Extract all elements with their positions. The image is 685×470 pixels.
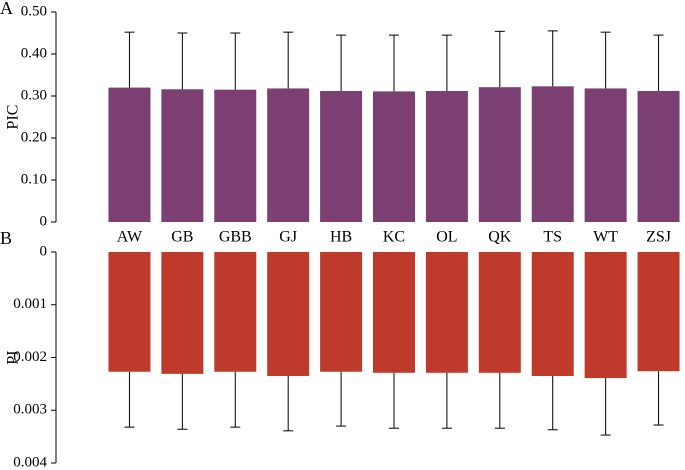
- x-tick-label: AW: [117, 229, 143, 246]
- y-tick-label: 0.004: [13, 454, 47, 470]
- bar: [531, 252, 574, 376]
- bar: [373, 91, 415, 222]
- y-tick-label: 0: [40, 213, 48, 229]
- bar: [584, 252, 627, 379]
- y-tick-label: 0.20: [21, 129, 47, 145]
- y-tick-label: 0.001: [13, 296, 47, 312]
- bar: [531, 86, 574, 222]
- bar: [214, 89, 257, 222]
- x-tick-label: GJ: [279, 229, 297, 246]
- x-tick-label: HB: [330, 229, 352, 246]
- bar: [584, 88, 627, 222]
- y-tick-label: 0.40: [21, 45, 47, 61]
- bar: [637, 90, 680, 223]
- y-tick-label: 0: [40, 243, 48, 259]
- y-axis-label: PI: [5, 350, 22, 364]
- x-tick-label: ZSJ: [646, 229, 671, 246]
- bar: [425, 252, 468, 373]
- x-tick-label: KC: [383, 229, 405, 246]
- x-tick-label: GBB: [219, 229, 252, 246]
- x-tick-label: QK: [488, 229, 512, 246]
- bar: [161, 252, 204, 374]
- y-tick-label: 0.50: [21, 3, 47, 19]
- x-tick-label: TS: [543, 229, 562, 246]
- bar: [267, 252, 310, 376]
- bar: [478, 87, 521, 223]
- bar: [108, 87, 151, 222]
- x-tick-label: OL: [436, 229, 457, 246]
- y-tick-label: 0.003: [13, 402, 47, 418]
- y-tick-label: 0.002: [13, 349, 47, 365]
- y-axis-label: PIC: [5, 105, 22, 130]
- bar: [320, 252, 363, 372]
- bar: [267, 88, 310, 222]
- bar: [373, 252, 415, 373]
- bar: [478, 252, 521, 373]
- bar: [108, 252, 151, 372]
- y-tick-label: 0.10: [21, 171, 47, 187]
- panel-label: A: [0, 0, 13, 18]
- y-tick-label: 0.30: [21, 87, 47, 103]
- bar: [637, 252, 680, 372]
- x-tick-label: WT: [593, 229, 618, 246]
- bar: [320, 90, 363, 223]
- bar: [425, 90, 468, 223]
- x-tick-label: GB: [171, 229, 193, 246]
- bar: [161, 89, 204, 222]
- panel-label: B: [0, 228, 12, 248]
- bar: [214, 252, 257, 372]
